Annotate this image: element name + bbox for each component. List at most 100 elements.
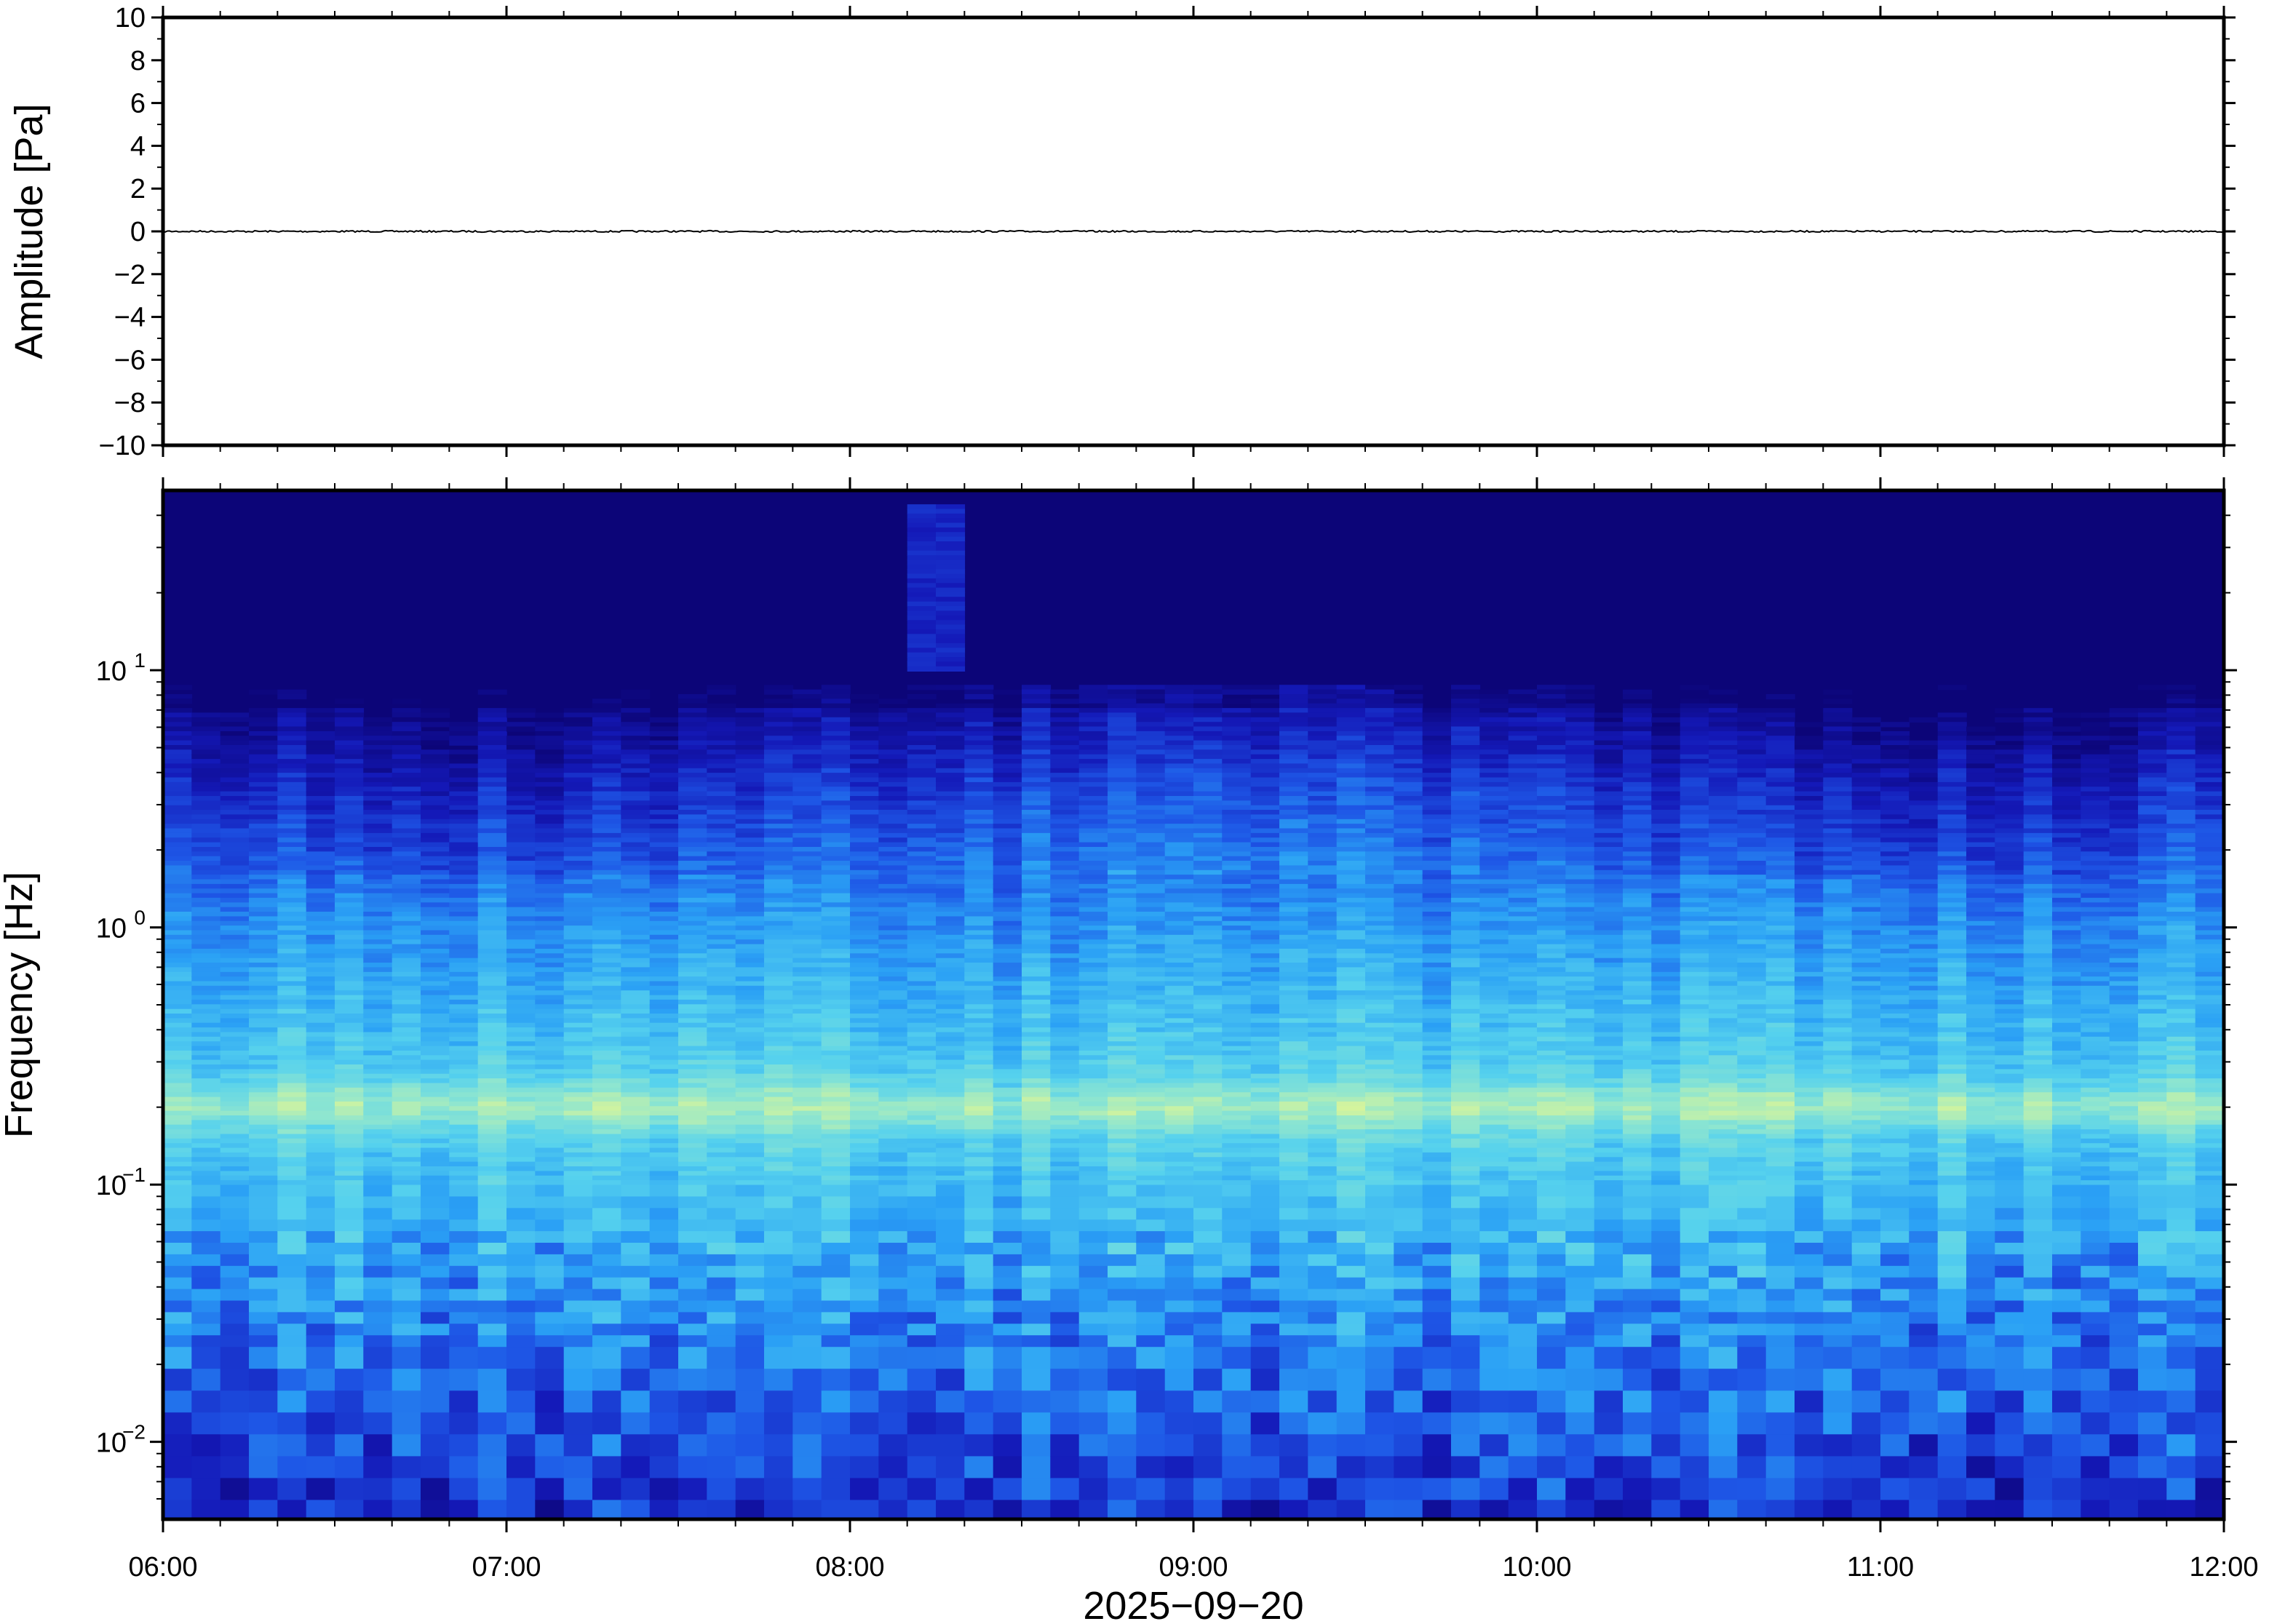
spectrogram-cell	[535, 1101, 565, 1107]
spectrogram-cell	[421, 958, 450, 963]
spectrogram-cell	[477, 879, 507, 885]
spectrogram-cell	[821, 824, 851, 829]
spectrogram-cell	[792, 985, 822, 991]
spectrogram-cell	[764, 1050, 794, 1056]
spectrogram-cell	[1022, 1300, 1052, 1313]
spectrogram-cell	[707, 1004, 736, 1010]
spectrogram-cell	[649, 990, 679, 996]
spectrogram-cell	[936, 1143, 966, 1149]
spectrogram-cell	[421, 907, 450, 912]
spectrogram-cell	[936, 1078, 966, 1084]
spectrogram-cell	[220, 1180, 250, 1186]
spectrogram-cell	[563, 1265, 593, 1278]
spectrogram-cell	[792, 689, 822, 695]
spectrogram-cell	[163, 1078, 193, 1084]
spectrogram-cell	[878, 708, 908, 714]
spectrogram-cell	[1136, 1180, 1166, 1186]
spectrogram-cell	[449, 1096, 479, 1102]
spectrogram-cell	[907, 1059, 937, 1065]
spectrogram-cell	[277, 856, 307, 861]
spectrogram-cell	[1193, 1147, 1223, 1153]
spectrogram-cell	[477, 1300, 507, 1313]
spectrogram-cell	[1136, 1500, 1166, 1519]
spectrogram-cell	[363, 1171, 393, 1177]
spectrogram-cell	[678, 1347, 708, 1369]
spectrogram-cell	[821, 971, 851, 977]
spectrogram-cell	[678, 1254, 708, 1267]
spectrogram-cell	[506, 708, 536, 714]
spectrogram-cell	[1108, 1175, 1137, 1181]
spectrogram-cell	[707, 768, 736, 773]
spectrogram-cell	[1108, 805, 1137, 811]
spectrogram-cell	[850, 1110, 880, 1116]
spectrogram-cell	[191, 781, 221, 788]
spectrogram-cell	[621, 958, 651, 963]
spectrogram-cell	[1108, 1456, 1137, 1479]
spectrogram-cell	[907, 1265, 937, 1278]
spectrogram-cell	[993, 847, 1022, 853]
spectrogram-cell	[220, 791, 250, 797]
spectrogram-cell	[1078, 773, 1108, 779]
spectrogram-cell	[1022, 1152, 1052, 1158]
spectrogram-cell	[277, 824, 307, 829]
spectrogram-cell	[1164, 1041, 1194, 1047]
spectrogram-cell	[163, 1500, 193, 1519]
spectrogram-cell	[1050, 875, 1080, 880]
spectrogram-cell	[449, 1219, 479, 1232]
spectrogram-cell	[792, 708, 822, 714]
spectrogram-cell	[163, 1208, 193, 1220]
spectrogram-cell	[220, 745, 250, 751]
spectrogram-cell	[1136, 1106, 1166, 1112]
spectrogram-cell	[792, 1171, 822, 1177]
spectrogram-cell	[335, 1147, 365, 1153]
spectrogram-cell	[1078, 763, 1108, 769]
spectrogram-cell	[477, 1265, 507, 1278]
spectrogram-cell	[907, 768, 937, 773]
waveform-y-axis-title: Amplitude [Pa]	[7, 103, 51, 359]
spectrogram-cell	[649, 763, 679, 769]
spectrogram-cell	[1136, 819, 1166, 824]
spectrogram-cell	[163, 1134, 193, 1139]
spectrogram-cell	[1050, 1078, 1080, 1084]
spectrogram-cell	[850, 791, 880, 797]
spectrogram-cell	[1164, 1335, 1194, 1348]
spectrogram-cell	[306, 939, 335, 945]
spectrogram-cell	[621, 926, 651, 931]
spectrogram-cell	[535, 916, 565, 922]
spectrogram-cell	[535, 856, 565, 861]
spectrogram-cell	[1193, 810, 1223, 816]
spectrogram-cell	[1193, 1120, 1223, 1126]
spectrogram-cell	[678, 1369, 708, 1391]
spectrogram-cell	[277, 1050, 307, 1056]
spectrogram-cell	[392, 1087, 421, 1093]
spectrogram-cell	[964, 1335, 994, 1348]
spectrogram-cell	[850, 1069, 880, 1075]
spectrogram-cell	[163, 722, 193, 728]
spectrogram-cell	[850, 1008, 880, 1014]
spectrogram-cell	[1164, 939, 1194, 945]
spectrogram-cell	[392, 800, 421, 806]
spectrogram-cell	[792, 995, 822, 1000]
spectrogram-cell	[277, 948, 307, 955]
spectrogram-cell	[1193, 1289, 1223, 1302]
spectrogram-cell	[707, 883, 736, 890]
spectrogram-cell	[506, 1434, 536, 1457]
spectrogram-cell	[649, 897, 679, 904]
spectrogram-cell	[735, 763, 765, 769]
spectrogram-cell	[764, 810, 794, 816]
spectrogram-cell	[306, 1055, 335, 1061]
spectrogram-cell	[277, 1120, 307, 1126]
spectrogram-cell	[821, 883, 851, 890]
spectrogram-cell	[792, 1289, 822, 1302]
spectrogram-cell	[306, 736, 335, 741]
spectrogram-cell	[535, 1022, 565, 1028]
spectrogram-cell	[621, 824, 651, 829]
spectrogram-cell	[936, 1289, 966, 1302]
spectrogram-cell	[649, 1157, 679, 1163]
spectrogram-cell	[191, 930, 221, 936]
spectrogram-cell	[1136, 689, 1166, 695]
spectrogram-cell	[678, 1064, 708, 1070]
spectrogram-cell	[1193, 893, 1223, 899]
spectrogram-cell	[535, 777, 565, 783]
spectrogram-cell	[907, 999, 937, 1006]
